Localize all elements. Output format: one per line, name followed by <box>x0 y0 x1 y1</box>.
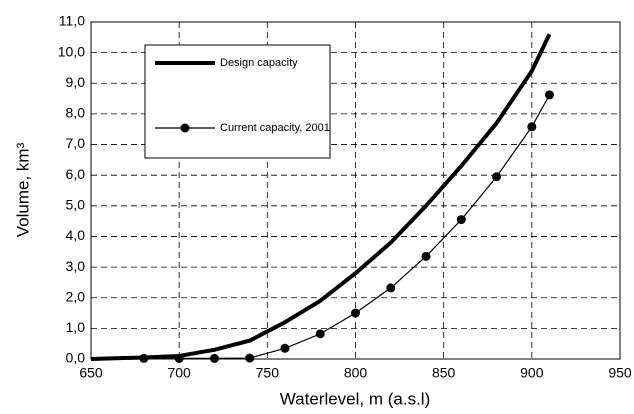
data-point <box>456 215 466 225</box>
data-point <box>174 353 184 363</box>
data-point <box>139 353 149 363</box>
x-tick-label: 650 <box>79 365 103 381</box>
data-point <box>386 283 396 293</box>
y-tick-label: 8,0 <box>66 105 86 121</box>
x-tick-label: 750 <box>256 365 280 381</box>
x-axis-label: Waterlevel, m (a.s.l) <box>280 389 431 408</box>
legend-label: Current capacity, 2001 <box>220 122 330 134</box>
data-point <box>351 308 360 318</box>
data-point <box>492 172 502 182</box>
data-point <box>421 251 431 261</box>
x-tick-label: 900 <box>520 365 544 381</box>
y-tick-label: 3,0 <box>66 258 86 274</box>
x-tick-label: 850 <box>432 365 456 381</box>
data-point <box>544 90 554 100</box>
x-tick-label: 950 <box>608 365 632 381</box>
y-tick-label: 2,0 <box>66 288 86 304</box>
data-point <box>527 122 537 132</box>
y-tick-label: 1,0 <box>66 319 86 335</box>
y-axis-label: Volume, km³ <box>13 142 32 237</box>
y-tick-label: 6,0 <box>66 166 86 182</box>
plot-frame <box>90 21 621 360</box>
y-tick-label: 9,0 <box>66 74 86 90</box>
legend-label: Design capacity <box>220 57 298 69</box>
data-point <box>209 353 219 363</box>
x-tick-label: 700 <box>167 365 191 381</box>
y-tick-label: 10,0 <box>58 43 85 59</box>
y-tick-label: 5,0 <box>66 197 86 213</box>
data-point <box>315 329 325 339</box>
series-line <box>90 33 552 361</box>
x-tick-label: 800 <box>344 365 368 381</box>
data-point <box>245 353 255 363</box>
y-tick-label: 4,0 <box>66 227 86 243</box>
legend-marker <box>180 123 190 133</box>
y-tick-label: 7,0 <box>66 135 86 151</box>
y-tick-label: 0,0 <box>66 350 86 366</box>
y-tick-label: 11,0 <box>59 13 85 29</box>
data-point <box>280 343 290 353</box>
